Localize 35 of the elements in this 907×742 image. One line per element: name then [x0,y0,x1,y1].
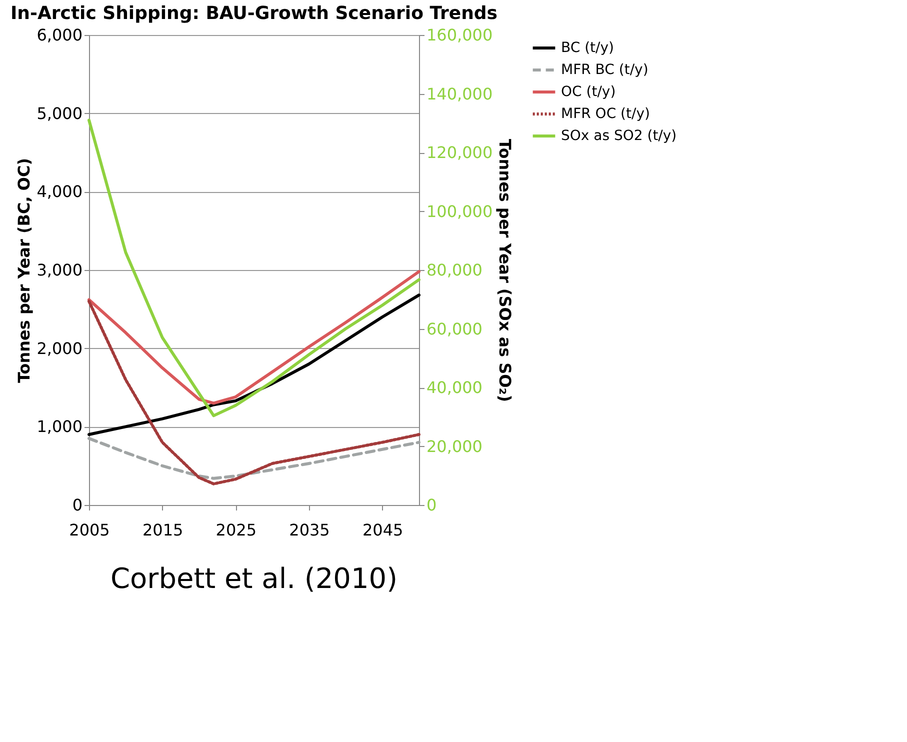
y-tick-label: 0 [72,496,82,514]
y2-tick-label: 100,000 [426,202,493,221]
y2-axis-title: Tonnes per Year (SOx as SO₂) [496,138,515,402]
legend-label: MFR BC (t/y) [561,62,648,78]
y2-tick-label: 80,000 [426,260,482,280]
y2-tick-label: 0 [426,496,437,514]
legend-label: MFR OC (t/y) [561,106,650,122]
line-series [88,436,420,480]
legend-label: BC (t/y) [561,40,614,56]
y-axis-title: Tonnes per Year (BC, OC) [14,158,34,384]
y2-tick-label: 160,000 [426,26,493,44]
x-tick-label: 2045 [362,520,404,540]
line-series [88,294,420,436]
y-tick-label: 1,000 [36,417,82,436]
y-tick-label: 5,000 [36,104,82,123]
y-tick-label: 3,000 [36,260,82,280]
legend-label: SOx as SO2 (t/y) [561,128,677,144]
legend-label: OC (t/y) [561,84,616,100]
x-tick-label: 2015 [142,520,184,540]
y2-tick-label: 40,000 [426,378,482,397]
x-tick-label: 2035 [289,520,330,540]
y-tick-label: 4,000 [36,182,82,202]
line-series [88,118,420,418]
chart-title: In-Arctic Shipping: BAU-Growth Scenario Trends [10,3,498,24]
line-series [88,300,420,486]
y2-tick-label: 140,000 [426,84,493,104]
line-series [88,270,420,405]
x-tick-label: 2005 [69,520,110,540]
x-tick-label: 2025 [216,520,257,540]
y-tick-label: 6,000 [36,26,82,44]
y2-tick-label: 20,000 [426,436,482,456]
y2-tick-label: 120,000 [426,143,493,162]
text: Corbett et al. (2010) [110,562,398,595]
y-tick-label: 2,000 [36,338,82,358]
y2-tick-label: 60,000 [426,319,482,338]
